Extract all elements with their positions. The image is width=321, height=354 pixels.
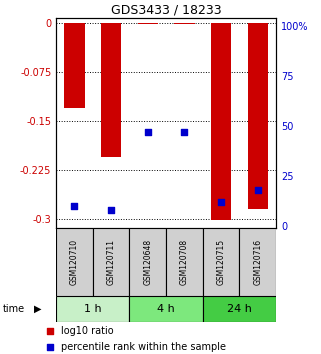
Bar bbox=[129, 296, 203, 322]
Bar bbox=[93, 228, 129, 296]
Bar bbox=[138, 23, 158, 24]
Bar bbox=[129, 228, 166, 296]
Point bbox=[72, 204, 77, 209]
Bar bbox=[56, 296, 129, 322]
Text: GSM120648: GSM120648 bbox=[143, 239, 152, 285]
Bar bbox=[56, 228, 93, 296]
Bar bbox=[65, 23, 84, 108]
Point bbox=[47, 328, 52, 334]
Point bbox=[108, 207, 114, 213]
Bar bbox=[203, 296, 276, 322]
Text: percentile rank within the sample: percentile rank within the sample bbox=[61, 342, 226, 352]
Text: GSM120711: GSM120711 bbox=[107, 239, 116, 285]
Text: time: time bbox=[3, 304, 25, 314]
Bar bbox=[174, 23, 195, 24]
Text: 4 h: 4 h bbox=[157, 304, 175, 314]
Bar bbox=[166, 228, 203, 296]
Title: GDS3433 / 18233: GDS3433 / 18233 bbox=[111, 4, 221, 17]
Bar bbox=[203, 228, 239, 296]
Point bbox=[182, 129, 187, 135]
Bar bbox=[101, 23, 121, 156]
Text: log10 ratio: log10 ratio bbox=[61, 326, 114, 336]
Text: 24 h: 24 h bbox=[227, 304, 252, 314]
Bar bbox=[211, 23, 231, 220]
Text: GSM120715: GSM120715 bbox=[217, 239, 226, 285]
Bar bbox=[248, 23, 268, 209]
Point bbox=[47, 344, 52, 350]
Point bbox=[145, 129, 150, 135]
Text: ▶: ▶ bbox=[34, 304, 41, 314]
Point bbox=[255, 187, 260, 193]
Bar bbox=[239, 228, 276, 296]
Point bbox=[219, 199, 224, 205]
Text: 1 h: 1 h bbox=[84, 304, 102, 314]
Text: GSM120708: GSM120708 bbox=[180, 239, 189, 285]
Text: GSM120710: GSM120710 bbox=[70, 239, 79, 285]
Text: GSM120716: GSM120716 bbox=[253, 239, 262, 285]
